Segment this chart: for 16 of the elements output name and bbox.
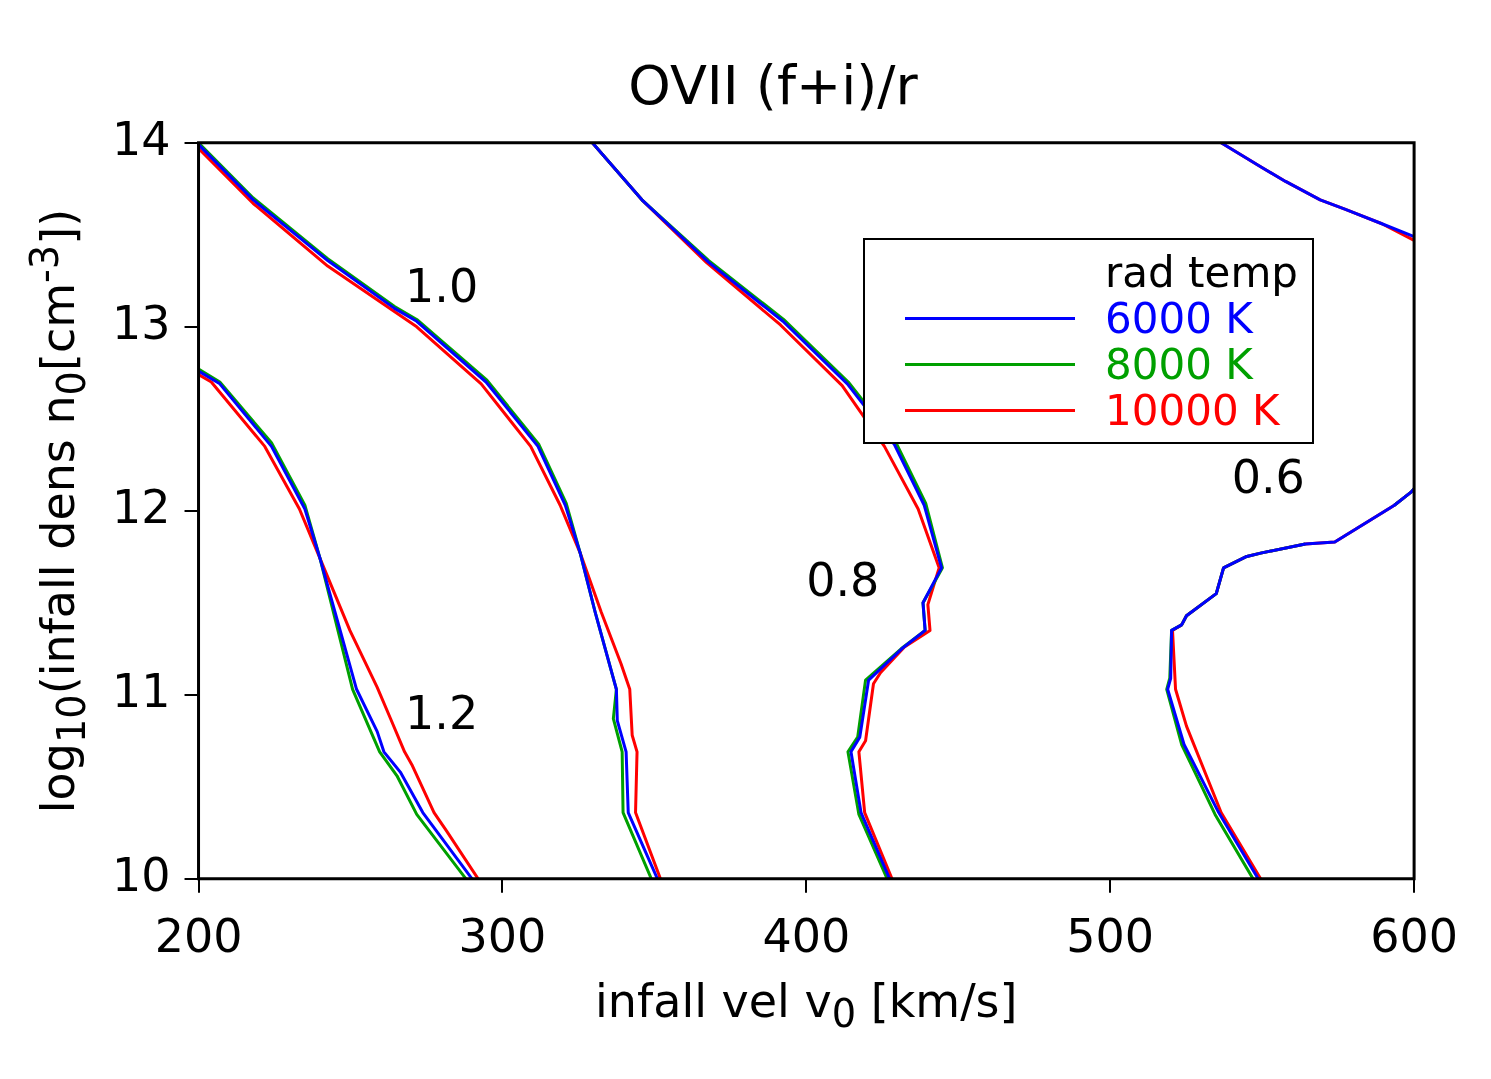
x-tick-label: 400	[762, 909, 851, 964]
y-tick-label: 10	[111, 847, 171, 902]
annotation: 0.8	[806, 553, 880, 608]
annotation: 0.6	[1231, 450, 1305, 505]
y-tick-label: 12	[111, 479, 171, 534]
y-tick-label: 11	[111, 663, 171, 718]
y-tick-label: 14	[111, 111, 171, 166]
annotation: 1.0	[405, 258, 479, 313]
x-tick-label: 500	[1066, 909, 1155, 964]
x-tick-label: 600	[1370, 909, 1459, 964]
x-tick-label: 300	[458, 909, 547, 964]
x-tick-label: 200	[154, 909, 243, 964]
y-tick-label: 13	[111, 295, 171, 350]
annotation: 1.2	[405, 685, 479, 740]
x-axis-title: infall vel v$_{0}$ [km/s]	[594, 973, 1019, 1036]
chart-title: OVII (f+i)/r	[628, 54, 919, 118]
